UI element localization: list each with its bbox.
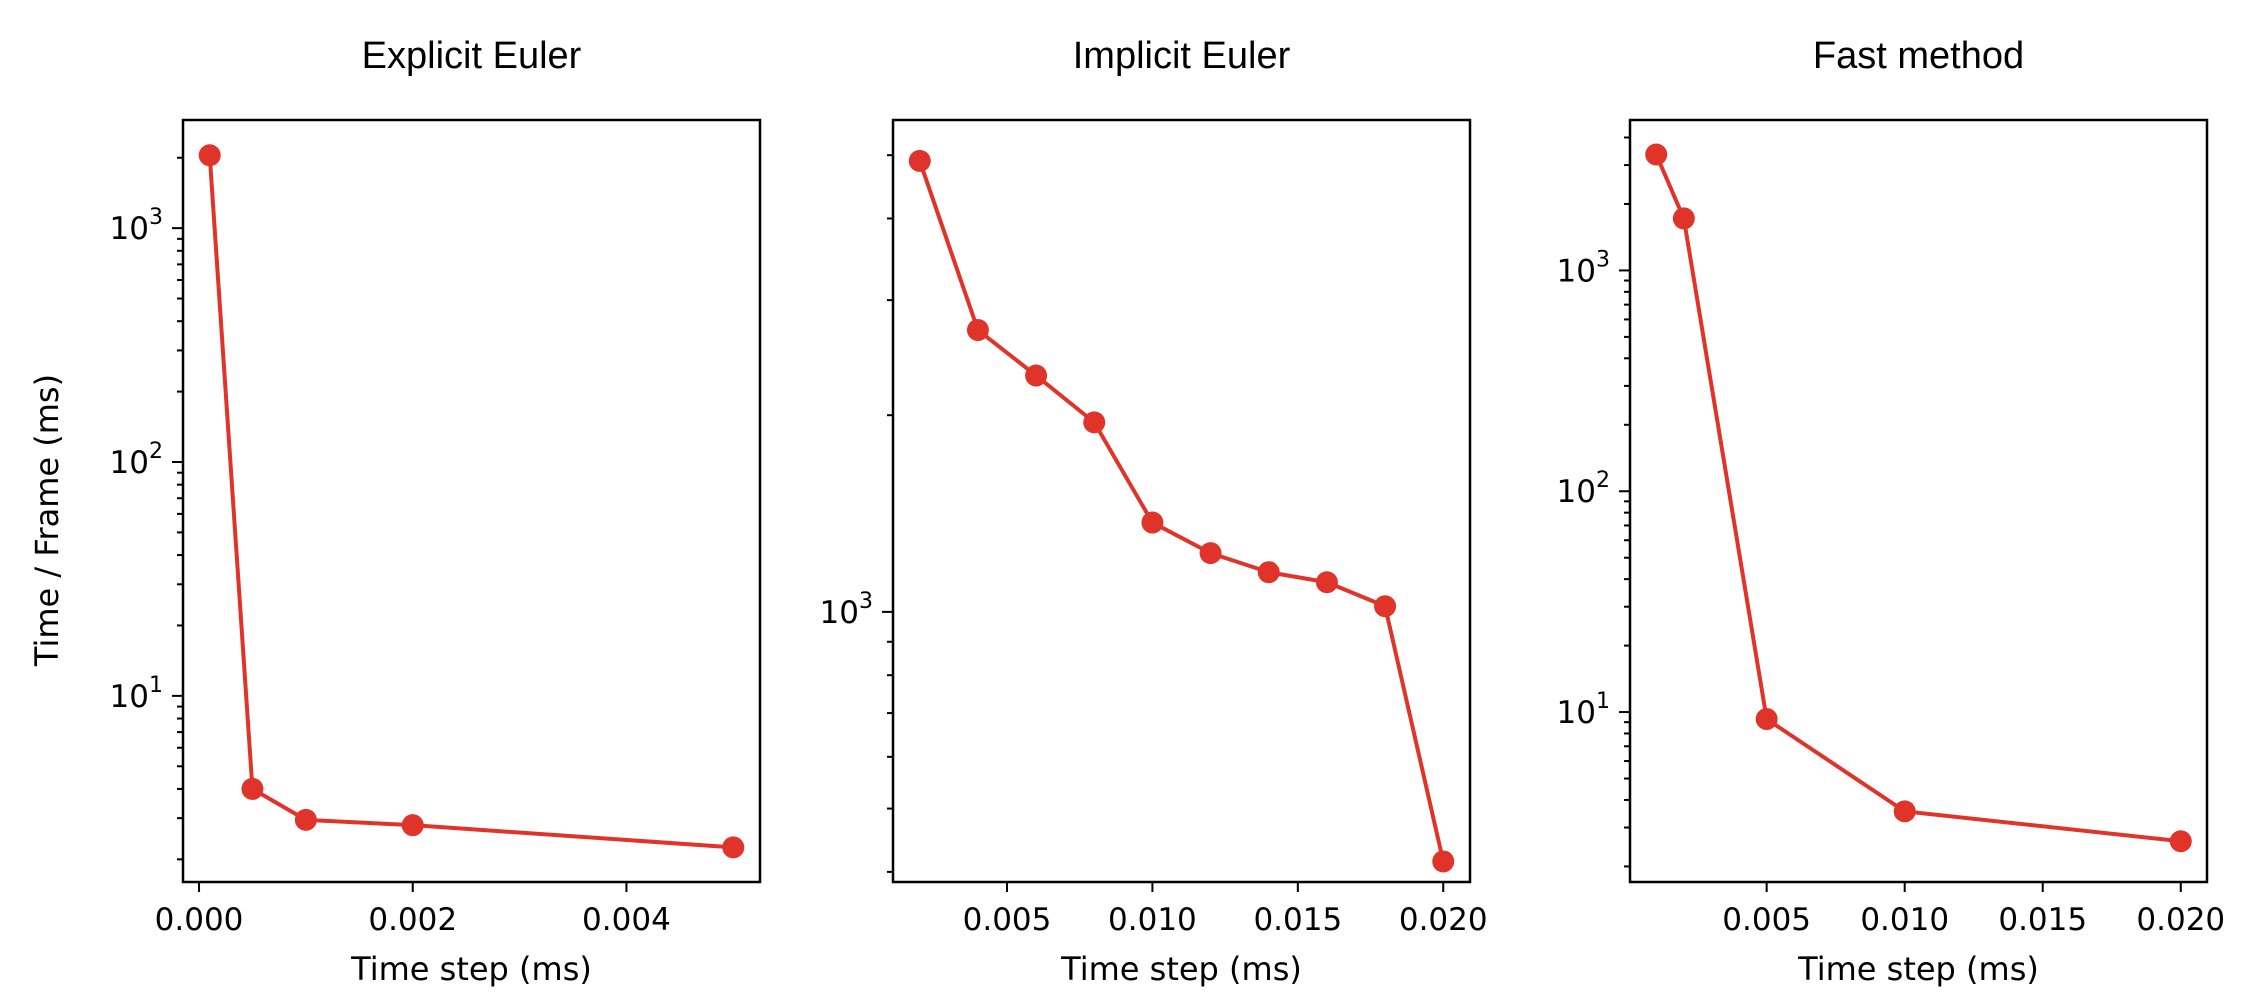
subplot-title: Implicit Euler (1073, 35, 1291, 77)
data-point (401, 814, 424, 837)
x-axis-label: Time step (ms) (1060, 950, 1302, 988)
data-point (1893, 800, 1916, 823)
data-point (1025, 364, 1048, 387)
series-line (207, 155, 734, 850)
data-point (241, 777, 264, 800)
x-tick-label: 0.002 (368, 902, 457, 938)
data-point (722, 836, 745, 859)
data-point (1315, 571, 1338, 594)
data-point (1432, 850, 1455, 873)
x-tick-label: 0.020 (1399, 902, 1488, 938)
data-point (1199, 542, 1222, 565)
plot-frame (891, 118, 1472, 884)
data-point (966, 319, 989, 342)
series-line (1654, 153, 2181, 844)
y-tick-label: 103 (110, 205, 163, 247)
x-tick-label: 0.005 (963, 902, 1052, 938)
subplot-3: Fast method Time step (ms) 0.005 0.010 0.015… (1557, 35, 2226, 988)
subplot-1: Explicit Euler Time step (ms) 0.000 0.002 0.… (110, 35, 762, 988)
x-tick-label: 0.010 (1860, 902, 1949, 938)
y-tick-label: 101 (1557, 689, 1610, 731)
data-point (1141, 511, 1164, 534)
data-point (2169, 830, 2192, 853)
subplot-title: Explicit Euler (362, 35, 582, 77)
x-tick-label: 0.015 (1998, 902, 2087, 938)
y-tick-label: 102 (1557, 468, 1610, 510)
series-line (917, 160, 1446, 862)
plot-frame (1628, 118, 2209, 884)
data-point (1257, 561, 1280, 584)
data-point (294, 808, 317, 831)
subplot-2: Implicit Euler Time step (ms)0.005 0.010 0.… (820, 35, 1488, 988)
data-point (1645, 143, 1668, 166)
shared-y-axis-label: Time / Frame (ms) (28, 374, 66, 667)
y-tick-label: 103 (820, 589, 873, 631)
x-tick-label: 0.015 (1253, 902, 1342, 938)
x-tick-label: 0.005 (1722, 902, 1811, 938)
data-point (908, 149, 931, 172)
x-tick-label: 0.004 (582, 902, 671, 938)
y-tick-label: 101 (110, 673, 163, 715)
data-point (1755, 708, 1778, 731)
y-tick-label: 103 (1557, 247, 1610, 289)
subplot-title: Fast method (1813, 35, 2024, 77)
x-tick-label: 0.000 (155, 902, 244, 938)
data-point (1083, 411, 1106, 434)
x-axis-label: Time step (ms) (350, 950, 592, 988)
data-point (198, 144, 221, 167)
x-tick-label: 0.010 (1108, 902, 1197, 938)
data-point (1672, 207, 1695, 230)
y-tick-label: 102 (110, 439, 163, 481)
x-tick-label: 0.020 (2136, 902, 2225, 938)
plot-frame (181, 118, 762, 884)
x-axis-label: Time step (ms) (1797, 950, 2039, 988)
data-point (1374, 595, 1397, 618)
